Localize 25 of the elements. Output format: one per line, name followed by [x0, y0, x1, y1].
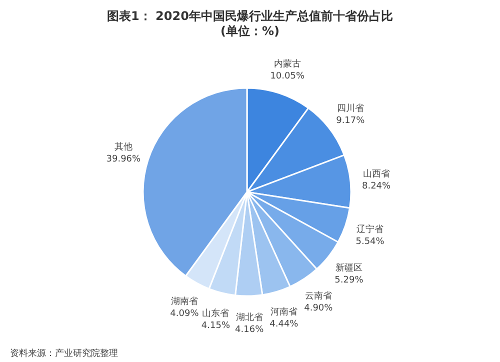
data-label: 39.96% [106, 154, 142, 165]
slice-label: 辽宁省 [356, 224, 384, 235]
data-label: 4.16% [235, 324, 264, 335]
chart-subtitle: (单位：%) [220, 24, 280, 38]
data-label: 5.54% [356, 236, 385, 247]
slice-label: 湖南省 [170, 296, 198, 307]
chart-title: 图表1： 2020年中国民爆行业生产总值前十省份占比 [107, 9, 393, 23]
slice-label: 河南省 [270, 306, 298, 318]
data-label: 5.29% [334, 276, 364, 286]
slice-label: 四川省 [336, 103, 364, 114]
data-label: 8.24% [362, 181, 392, 192]
slice-label: 新疆区 [335, 262, 362, 274]
data-label: 4.90% [304, 304, 334, 314]
slice-label: 山东省 [202, 308, 230, 320]
slice-label: 内蒙古 [274, 58, 301, 70]
data-label: 4.15% [201, 321, 230, 332]
text: 资料来源：产业研究院整理 [10, 348, 118, 359]
data-label: 10.05% [270, 71, 305, 82]
slice-label: 山西省 [362, 168, 390, 180]
slice-label: 云南省 [304, 290, 332, 302]
slice-label: 湖北省 [236, 312, 263, 323]
slice-label: 其他 [114, 142, 132, 153]
data-label: 4.44% [270, 320, 299, 330]
data-label: 4.09% [170, 308, 200, 319]
data-label: 9.17% [336, 116, 366, 126]
